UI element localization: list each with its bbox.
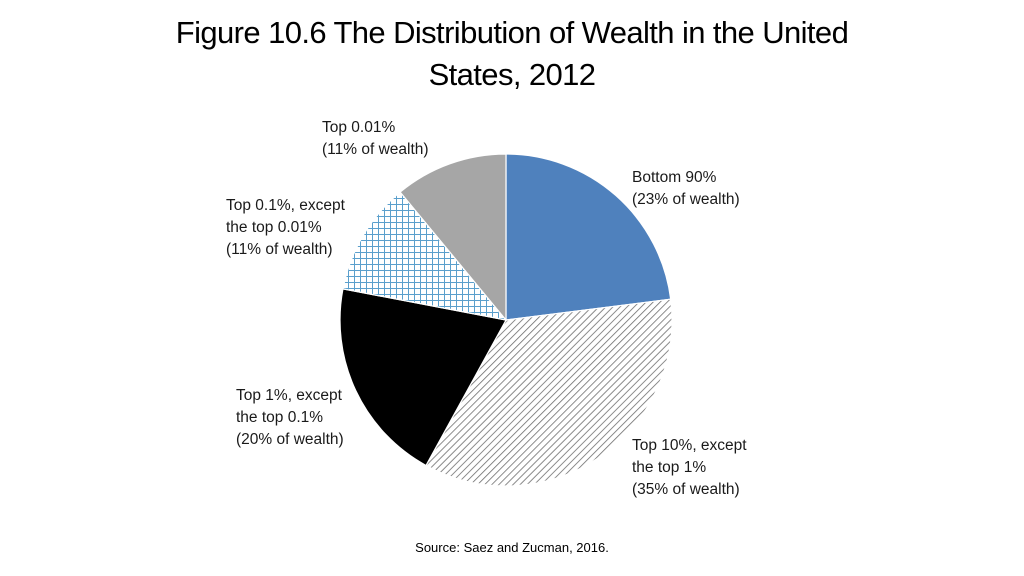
pie-slices <box>339 153 673 487</box>
slice-label-3: Top 1%, except the top 0.1% (20% of wealth… <box>236 387 344 448</box>
slice-label-1: Bottom 90% (23% of wealth) <box>632 169 740 208</box>
pie-slice-3 <box>339 288 507 467</box>
pie-labels: Bottom 90% (23% of wealth) Top 10%, except… <box>226 119 747 498</box>
slice-label-5: Top 0.01% (11% of wealth) <box>322 119 429 158</box>
pie-slice-5 <box>399 153 507 322</box>
slide-title-line-1: Figure 10.6 The Distribution of Wealth i… <box>175 15 849 50</box>
slice-label-3-line-3: (20% of wealth) <box>236 431 344 448</box>
pie-slice-4 <box>342 191 508 321</box>
pie-slice-2 <box>425 298 673 487</box>
slice-label-2-line-3: (35% of wealth) <box>632 481 740 498</box>
source-note: Source: Saez and Zucman, 2016. <box>415 540 609 555</box>
slide-title-line-2: States, 2012 <box>428 57 596 92</box>
slice-label-1-line-2: (23% of wealth) <box>632 191 740 208</box>
slice-label-3-line-2: the top 0.1% <box>236 409 323 426</box>
slice-label-5-line-2: (11% of wealth) <box>322 141 429 158</box>
slide-title: Figure 10.6 The Distribution of Wealth i… <box>62 12 962 96</box>
pie-slice-1 <box>505 153 672 321</box>
slice-label-3-line-1: Top 1%, except <box>236 387 343 404</box>
slice-label-2-line-2: the top 1% <box>632 459 706 476</box>
slice-label-1-line-1: Bottom 90% <box>632 169 717 186</box>
slice-label-5-line-1: Top 0.01% <box>322 119 395 136</box>
slice-label-2-line-1: Top 10%, except <box>632 437 747 454</box>
slice-label-4-line-2: the top 0.01% <box>226 219 322 236</box>
slice-label-4-line-3: (11% of wealth) <box>226 241 333 258</box>
slice-label-4: Top 0.1%, except the top 0.01% (11% of wea… <box>226 197 346 258</box>
slice-label-2: Top 10%, except the top 1% (35% of wealth) <box>632 437 747 498</box>
slice-label-4-line-1: Top 0.1%, except <box>226 197 346 214</box>
